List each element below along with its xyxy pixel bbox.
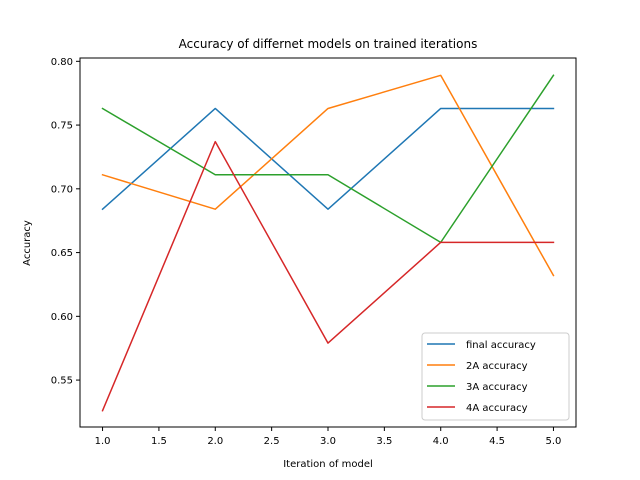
legend-label-4: 4A accuracy [466,403,528,414]
chart-title: Accuracy of differnet models on trained … [179,37,478,51]
y-tick-label: 0.65 [51,248,73,259]
series-lines [101,74,555,412]
legend-label-1: final accuracy [466,340,536,351]
x-tick-label: 3.0 [320,436,336,447]
legend-label-3: 3A accuracy [466,382,528,393]
legend-box [421,332,570,421]
y-tick-label: 0.70 [51,184,73,195]
legend-label-2: 2A accuracy [466,361,528,372]
x-tick-label: 3.5 [376,436,392,447]
y-tick-label: 0.75 [51,121,73,132]
x-axis-ticks: 1.0 1.5 2.0 2.5 3.0 3.5 4.0 4.5 5.0 [95,427,562,447]
series-line-3 [101,74,555,244]
y-axis-label: Accuracy [22,220,33,266]
x-tick-label: 5.0 [546,436,562,447]
x-tick-label: 2.0 [207,436,223,447]
y-axis-ticks: 0.55 0.60 0.65 0.70 0.75 0.80 [51,57,80,387]
y-tick-label: 0.60 [51,312,73,323]
legend: final accuracy 2A accuracy 3A accuracy 4A a… [421,332,570,421]
x-tick-label: 4.0 [433,436,449,447]
y-tick-label: 0.55 [51,376,73,387]
x-tick-label: 4.5 [489,436,505,447]
x-tick-label: 1.5 [151,436,167,447]
x-tick-label: 1.0 [95,436,111,447]
series-line-1 [101,107,555,211]
y-tick-label: 0.80 [51,57,73,68]
x-tick-label: 2.5 [264,436,280,447]
x-axis-label: Iteration of model [283,459,373,470]
series-line-2 [101,74,555,277]
series-line-4 [101,140,555,412]
